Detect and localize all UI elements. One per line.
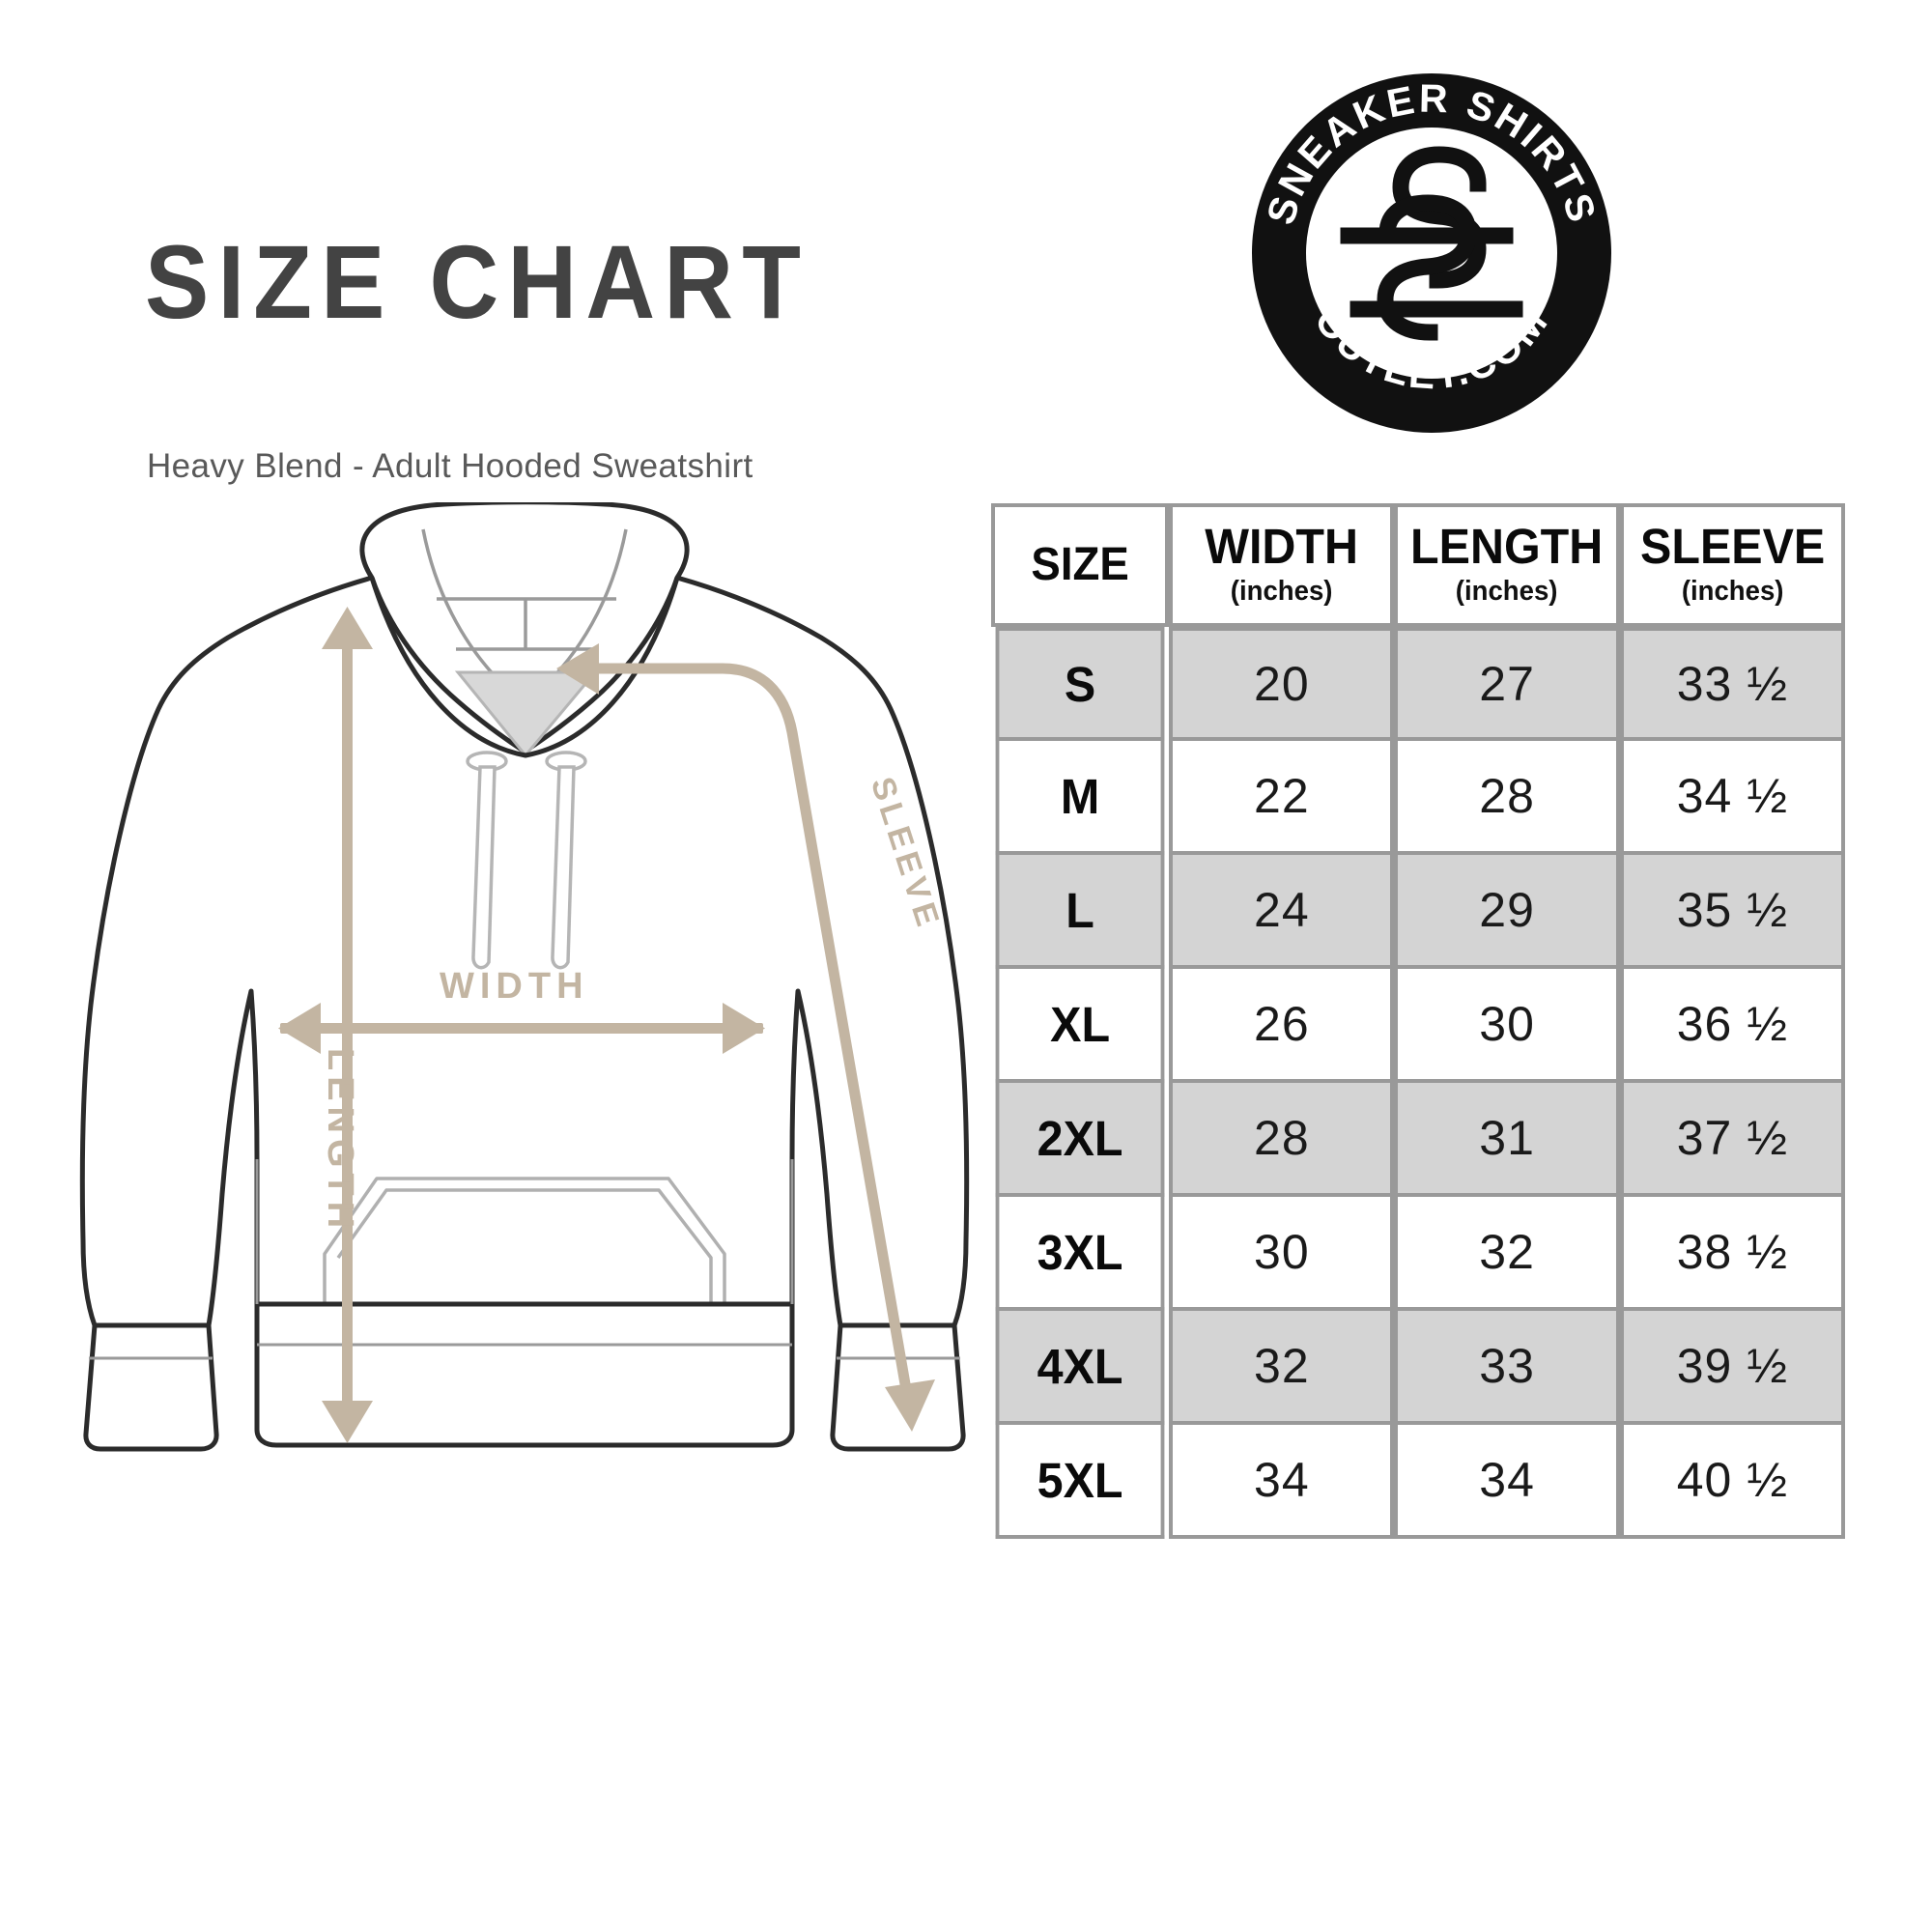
cell-length: 29: [1394, 855, 1620, 969]
cell-size: 5XL: [995, 1425, 1165, 1539]
column-header-sleeve-unit: (inches): [1681, 575, 1784, 607]
length-label: LENGTH: [320, 1048, 360, 1235]
cell-length: 31: [1394, 1083, 1620, 1197]
page-subtitle: Heavy Blend - Adult Hooded Sweatshirt: [147, 447, 753, 485]
cell-sleeve: 40 ½: [1619, 1425, 1845, 1539]
column-header-length-unit: (inches): [1456, 575, 1558, 607]
table-row: 5XL 34 34 40 ½: [991, 1425, 1845, 1539]
table-row: M 22 28 34 ½: [991, 741, 1845, 855]
cell-length: 27: [1394, 627, 1620, 741]
cell-sleeve: 35 ½: [1619, 855, 1845, 969]
cell-size: M: [995, 741, 1165, 855]
table-row: 2XL 28 31 37 ½: [991, 1083, 1845, 1197]
cell-size: L: [995, 855, 1165, 969]
table-body: S 20 27 33 ½ M 22 28 34 ½ L 24 29 35 ½: [991, 627, 1845, 1539]
cell-size: 4XL: [995, 1311, 1165, 1425]
column-header-width-unit: (inches): [1231, 575, 1333, 607]
table-row: 4XL 32 33 39 ½: [991, 1311, 1845, 1425]
page-title: SIZE CHART: [145, 223, 810, 340]
table-header: SIZE WIDTH (inches) LENGTH (inches) SLEE…: [991, 503, 1845, 627]
size-table-wrapper: SIZE WIDTH (inches) LENGTH (inches) SLEE…: [991, 503, 1845, 1539]
column-header-sleeve-label: SLEEVE: [1639, 518, 1825, 574]
width-arrow: [278, 1003, 765, 1054]
width-label: WIDTH: [440, 966, 589, 1007]
cell-sleeve: 36 ½: [1619, 969, 1845, 1083]
table-row: S 20 27 33 ½: [991, 627, 1845, 741]
cell-sleeve: 37 ½: [1619, 1083, 1845, 1197]
cell-length: 30: [1394, 969, 1620, 1083]
table-row: 3XL 30 32 38 ½: [991, 1197, 1845, 1311]
cell-width: 24: [1169, 855, 1395, 969]
table-row: XL 26 30 36 ½: [991, 969, 1845, 1083]
length-arrow: [322, 607, 373, 1443]
cell-width: 34: [1169, 1425, 1395, 1539]
column-header-size-label: SIZE: [1031, 538, 1129, 590]
cell-length: 34: [1394, 1425, 1620, 1539]
cell-width: 32: [1169, 1311, 1395, 1425]
cell-length: 28: [1394, 741, 1620, 855]
cell-length: 32: [1394, 1197, 1620, 1311]
column-header-width-label: WIDTH: [1205, 518, 1359, 574]
column-header-length: LENGTH (inches): [1394, 503, 1620, 627]
cell-width: 30: [1169, 1197, 1395, 1311]
cell-sleeve: 33 ½: [1619, 627, 1845, 741]
column-header-length-label: LENGTH: [1410, 518, 1604, 574]
cell-width: 20: [1169, 627, 1395, 741]
size-table: SIZE WIDTH (inches) LENGTH (inches) SLEE…: [991, 503, 1845, 1539]
cell-size: S: [995, 627, 1165, 741]
column-header-width: WIDTH (inches): [1169, 503, 1395, 627]
hoodie-illustration: [58, 502, 985, 1565]
cell-size: 2XL: [995, 1083, 1165, 1197]
brand-logo: SNEAKER SHIRTS OUTLET.COM: [1248, 70, 1615, 437]
cell-size: 3XL: [995, 1197, 1165, 1311]
cell-size: XL: [995, 969, 1165, 1083]
table-header-row: SIZE WIDTH (inches) LENGTH (inches) SLEE…: [991, 503, 1845, 627]
table-row: L 24 29 35 ½: [991, 855, 1845, 969]
cell-width: 22: [1169, 741, 1395, 855]
sleeve-arrow: [570, 663, 914, 1402]
column-header-size: SIZE: [991, 503, 1170, 627]
cell-width: 26: [1169, 969, 1395, 1083]
cell-sleeve: 38 ½: [1619, 1197, 1845, 1311]
cell-sleeve: 39 ½: [1619, 1311, 1845, 1425]
cell-sleeve: 34 ½: [1619, 741, 1845, 855]
cell-width: 28: [1169, 1083, 1395, 1197]
column-header-sleeve: SLEEVE (inches): [1619, 503, 1845, 627]
cell-length: 33: [1394, 1311, 1620, 1425]
sleeve-arrowheads: [556, 643, 935, 1432]
